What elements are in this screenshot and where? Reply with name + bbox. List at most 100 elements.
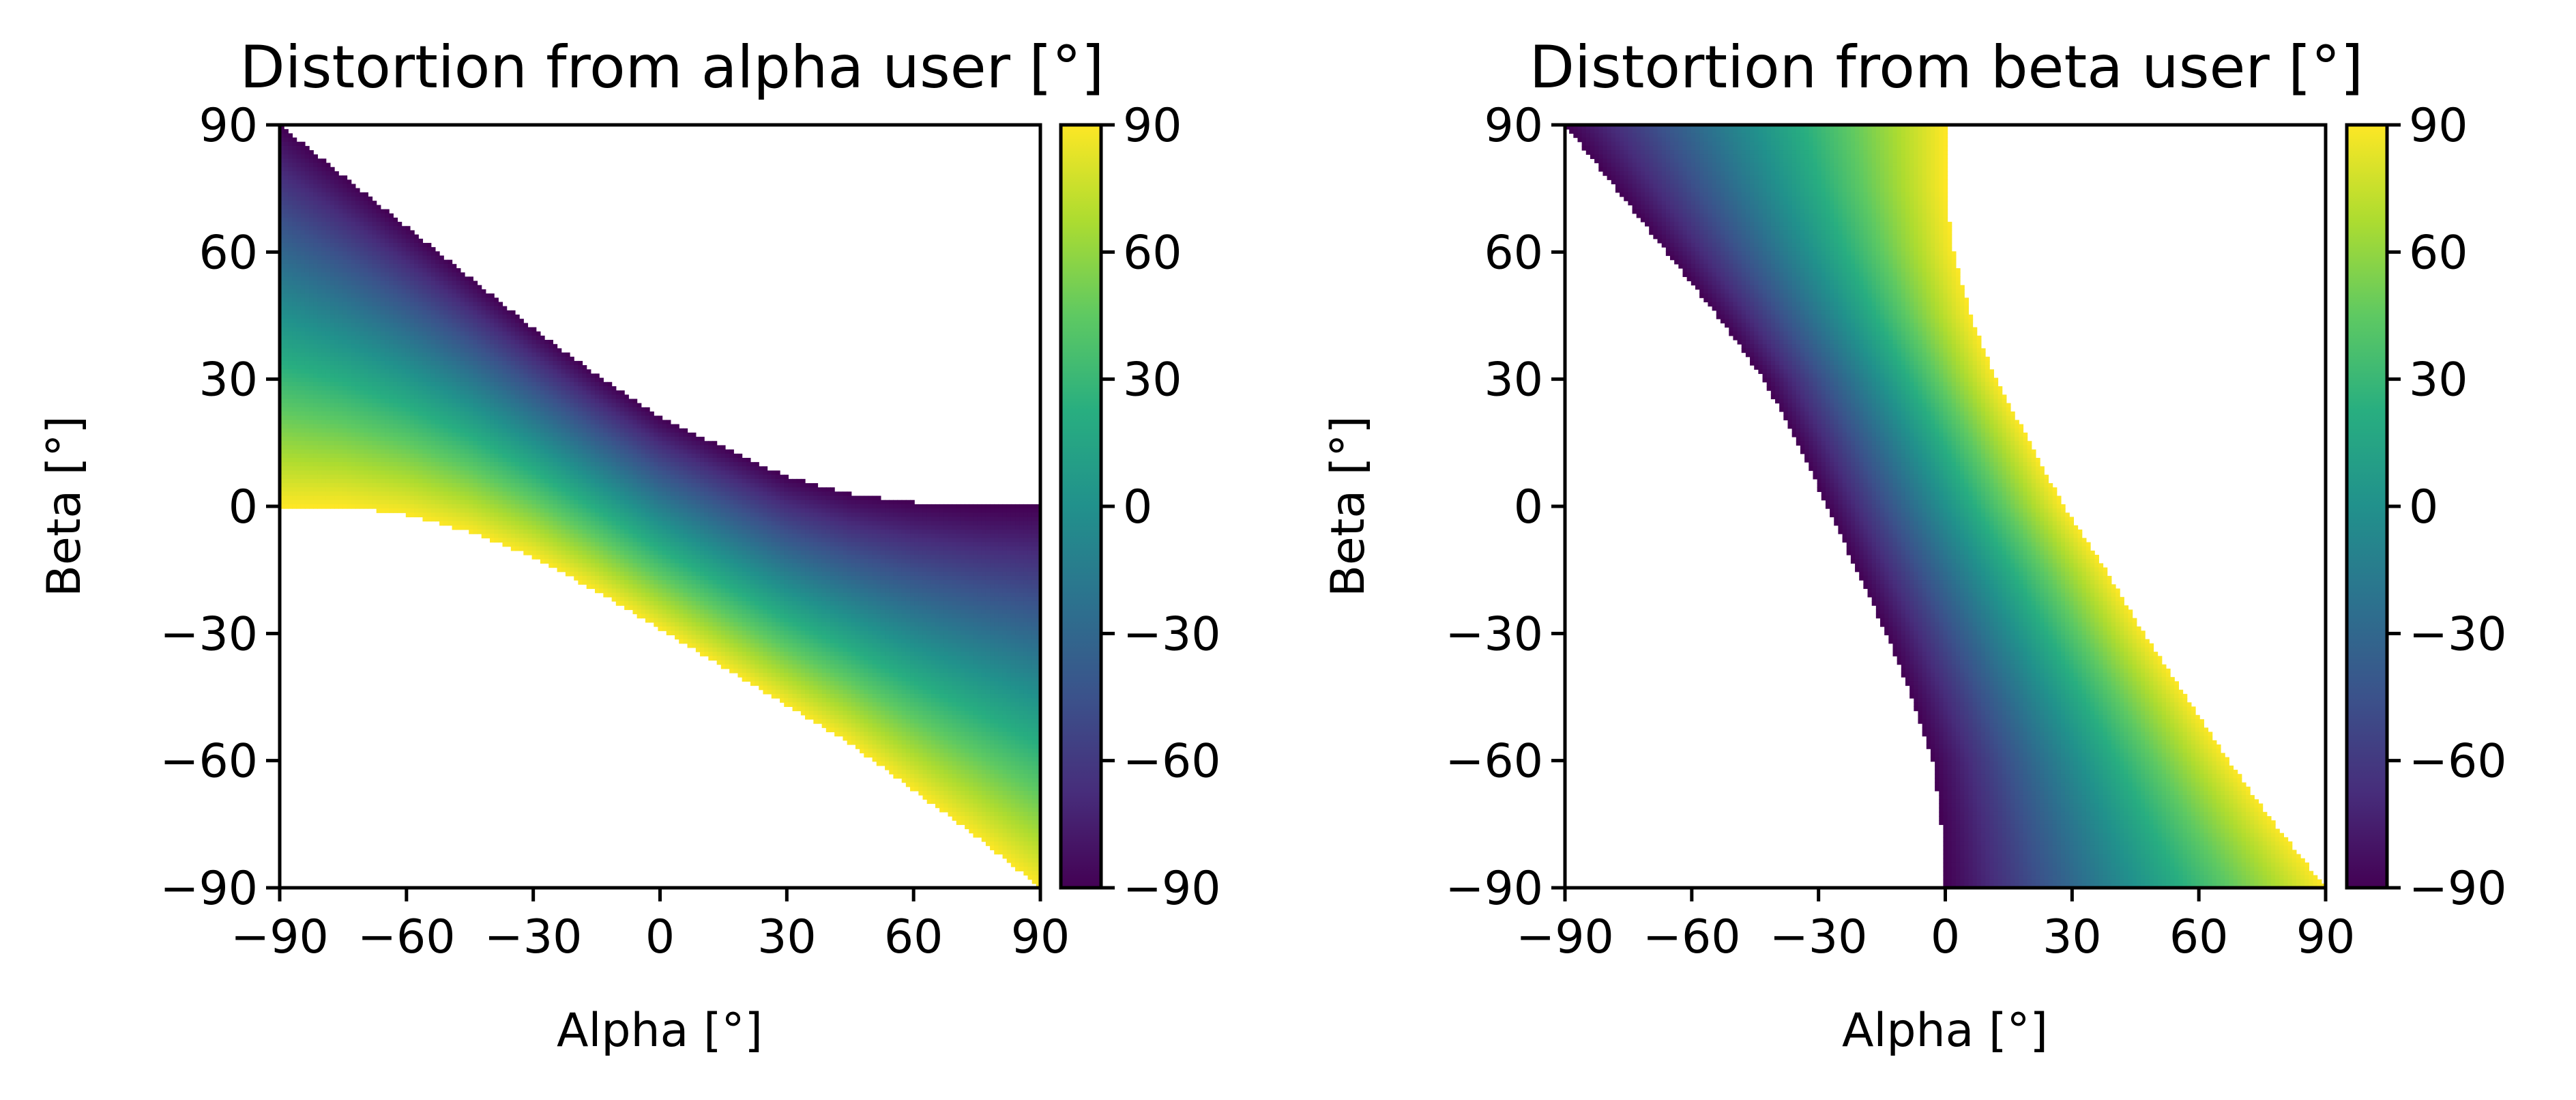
heatmap-cell <box>583 433 587 437</box>
heatmap-cell <box>515 365 520 370</box>
heatmap-cell <box>297 483 302 488</box>
heatmap-cell <box>456 382 461 387</box>
heatmap-cell <box>377 458 381 463</box>
heatmap-cell <box>338 450 343 454</box>
heatmap-cell <box>351 411 356 416</box>
heatmap-cell <box>389 230 394 235</box>
heatmap-cell <box>502 450 507 454</box>
heatmap-cell <box>410 458 415 463</box>
heatmap-cell <box>818 487 823 492</box>
heatmap-cell <box>360 458 364 463</box>
heatmap-cell <box>418 445 423 450</box>
heatmap-cell <box>527 365 532 370</box>
heatmap-cell <box>326 327 331 332</box>
heatmap-cell <box>326 289 331 294</box>
heatmap-cell <box>482 458 486 463</box>
heatmap-cell <box>368 201 372 205</box>
heatmap-cell <box>385 479 390 484</box>
heatmap-cell <box>532 399 537 403</box>
heatmap-cell <box>532 403 537 408</box>
heatmap-cell <box>389 319 394 323</box>
heatmap-cell <box>317 209 322 214</box>
heatmap-cell <box>355 197 360 201</box>
heatmap-cell <box>330 310 335 315</box>
heatmap-cell <box>297 315 302 319</box>
heatmap-cell <box>427 255 432 260</box>
heatmap-cell <box>527 403 532 408</box>
heatmap-cell <box>507 441 512 446</box>
heatmap-cell <box>435 437 440 442</box>
heatmap-cell <box>385 454 390 459</box>
heatmap-cell <box>452 433 457 437</box>
heatmap-cell <box>507 411 512 416</box>
heatmap-cell <box>351 327 356 332</box>
heatmap-cell <box>688 462 692 467</box>
heatmap-cell <box>431 433 436 437</box>
heatmap-cell <box>486 340 491 345</box>
heatmap-cell <box>595 475 600 480</box>
heatmap-cell <box>309 407 314 412</box>
heatmap-cell <box>347 382 352 387</box>
heatmap-cell <box>645 429 650 433</box>
heatmap-cell <box>658 450 662 454</box>
heatmap-cell <box>322 184 327 188</box>
heatmap-cell <box>313 243 318 248</box>
heatmap-cell <box>460 382 465 387</box>
heatmap-cell <box>381 450 385 454</box>
heatmap-cell <box>326 260 331 265</box>
heatmap-cell <box>381 475 385 480</box>
heatmap-cell <box>624 424 629 429</box>
heatmap-cell <box>473 390 478 395</box>
heatmap-cell <box>570 475 574 480</box>
heatmap-cell <box>393 390 398 395</box>
heatmap-cell <box>448 390 452 395</box>
heatmap-cell <box>649 437 654 442</box>
heatmap-cell <box>410 298 415 302</box>
heatmap-cell <box>309 382 314 387</box>
heatmap-cell <box>372 466 377 471</box>
heatmap-cell <box>406 394 411 399</box>
heatmap-cell <box>675 479 679 484</box>
heatmap-cell <box>544 441 549 446</box>
heatmap-cell <box>377 243 381 248</box>
heatmap-cell <box>377 420 381 424</box>
heatmap-cell <box>284 163 289 168</box>
heatmap-cell <box>351 310 356 315</box>
heatmap-cell <box>456 403 461 408</box>
heatmap-cell <box>381 226 385 231</box>
heatmap-cell <box>385 390 390 395</box>
heatmap-cell <box>410 276 415 281</box>
heatmap-cell <box>297 214 302 218</box>
heatmap-cell <box>494 323 499 328</box>
heatmap-cell <box>342 306 347 311</box>
heatmap-cell <box>418 433 423 437</box>
heatmap-cell <box>377 235 381 240</box>
heatmap-cell <box>654 475 658 480</box>
heatmap-cell <box>603 382 608 387</box>
heatmap-cell <box>342 179 347 184</box>
heatmap-cell <box>351 218 356 222</box>
heatmap-cell <box>587 475 591 480</box>
heatmap-cell <box>523 357 528 362</box>
heatmap-cell <box>599 437 604 442</box>
heatmap-cell <box>641 424 646 429</box>
heatmap-cell <box>557 399 562 403</box>
heatmap-cell <box>355 298 360 302</box>
heatmap-cell <box>381 281 385 286</box>
heatmap-cell <box>548 479 553 484</box>
heatmap-cell <box>737 454 742 459</box>
heatmap-cell <box>422 483 427 488</box>
heatmap-cell <box>490 323 495 328</box>
heatmap-cell <box>519 454 524 459</box>
heatmap-cell <box>553 361 557 366</box>
heatmap-cell <box>305 462 310 467</box>
heatmap-cell <box>326 369 331 374</box>
heatmap-cell <box>578 399 583 403</box>
heatmap-cell <box>418 378 423 383</box>
heatmap-cell <box>692 479 697 484</box>
heatmap-cell <box>574 403 579 408</box>
heatmap-cell <box>628 479 633 484</box>
heatmap-cell <box>385 407 390 412</box>
heatmap-cell <box>427 340 432 345</box>
heatmap-cell <box>377 340 381 345</box>
